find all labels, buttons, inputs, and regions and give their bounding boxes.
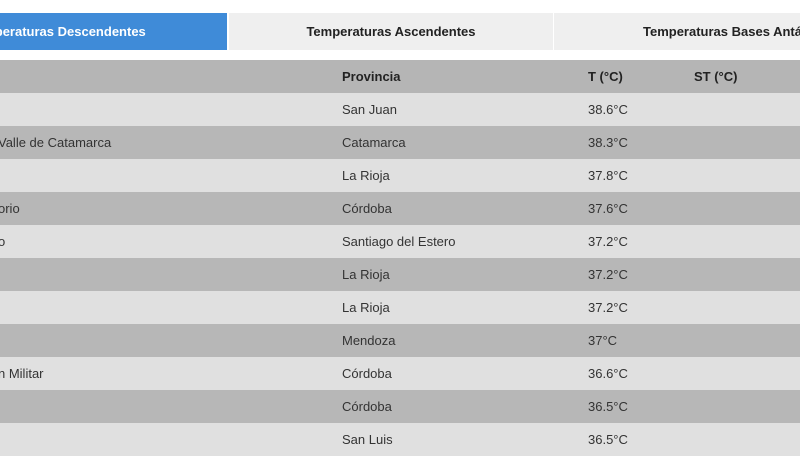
cell-provincia: San Luis	[342, 432, 393, 447]
cell-localidad: n Militar	[0, 366, 44, 381]
table-row: San Luis 36.5°C	[0, 423, 800, 456]
table-row: n Militar Córdoba 36.6°C	[0, 357, 800, 390]
table-row: orio Córdoba 37.6°C	[0, 192, 800, 225]
cell-provincia: San Juan	[342, 102, 397, 117]
table-row: Valle de Catamarca Catamarca 38.3°C	[0, 126, 800, 159]
header-temperatura: T (°C)	[588, 69, 623, 84]
temperature-table: Provincia T (°C) ST (°C) San Juan 38.6°C V…	[0, 60, 800, 456]
table-row: La Rioja 37.8°C	[0, 159, 800, 192]
cell-temperatura: 38.6°C	[588, 102, 628, 117]
cell-provincia: La Rioja	[342, 267, 390, 282]
cell-temperatura: 37.2°C	[588, 300, 628, 315]
cell-temperatura: 36.6°C	[588, 366, 628, 381]
table-row: Córdoba 36.5°C	[0, 390, 800, 423]
table-row: Mendoza 37°C	[0, 324, 800, 357]
cell-provincia: Mendoza	[342, 333, 396, 348]
cell-provincia: La Rioja	[342, 168, 390, 183]
cell-provincia: La Rioja	[342, 300, 390, 315]
cell-temperatura: 37.8°C	[588, 168, 628, 183]
tab-label: Temperaturas Descendentes	[0, 24, 146, 39]
cell-localidad: Valle de Catamarca	[0, 135, 112, 150]
table-row: San Juan 38.6°C	[0, 93, 800, 126]
header-sensacion-termica: ST (°C)	[694, 69, 738, 84]
cell-provincia: Catamarca	[342, 135, 406, 150]
tab-temperaturas-bases-antarticas[interactable]: Temperaturas Bases Antárticas	[553, 13, 800, 50]
cell-provincia: Santiago del Estero	[342, 234, 456, 249]
header-provincia: Provincia	[342, 69, 401, 84]
cell-temperatura: 36.5°C	[588, 399, 628, 414]
cell-temperatura: 36.5°C	[588, 432, 628, 447]
tab-label: Temperaturas Ascendentes	[306, 24, 476, 39]
cell-provincia: Córdoba	[342, 366, 392, 381]
cell-provincia: Córdoba	[342, 399, 392, 414]
table-header: Provincia T (°C) ST (°C)	[0, 60, 800, 93]
cell-temperatura: 37.2°C	[588, 267, 628, 282]
cell-temperatura: 37°C	[588, 333, 618, 348]
table-row: La Rioja 37.2°C	[0, 291, 800, 324]
cell-temperatura: 38.3°C	[588, 135, 628, 150]
cell-temperatura: 37.2°C	[588, 234, 628, 249]
tab-bar: Temperaturas Descendentes Temperaturas A…	[0, 13, 800, 50]
tab-label: Temperaturas Bases Antárticas	[643, 24, 800, 39]
table-row: o Santiago del Estero 37.2°C	[0, 225, 800, 258]
cell-localidad: o	[0, 234, 6, 249]
tab-temperaturas-descendentes[interactable]: Temperaturas Descendentes	[0, 13, 227, 50]
cell-provincia: Córdoba	[342, 201, 392, 216]
tab-temperaturas-ascendentes[interactable]: Temperaturas Ascendentes	[228, 13, 553, 50]
table-row: La Rioja 37.2°C	[0, 258, 800, 291]
cell-temperatura: 37.6°C	[588, 201, 628, 216]
cell-localidad: orio	[0, 201, 20, 216]
